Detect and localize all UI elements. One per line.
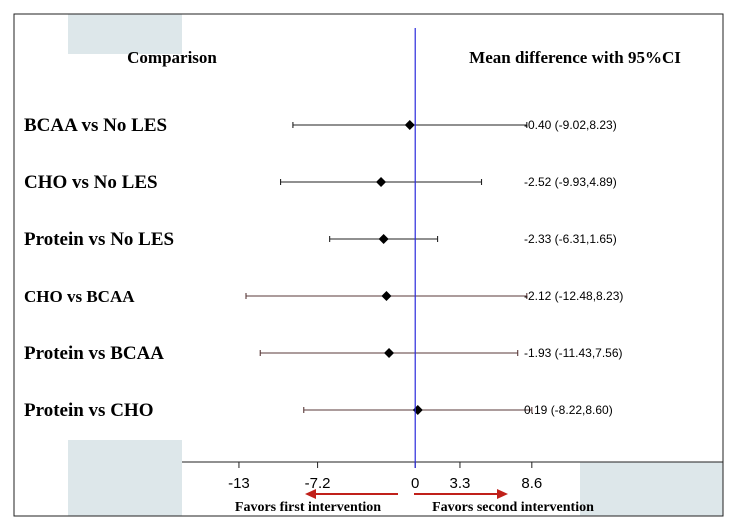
mean-marker	[404, 120, 415, 130]
header-comparison: Comparison	[127, 48, 217, 67]
row-estimate-text: -1.93 (-11.43,7.56)	[524, 346, 623, 360]
row-label: Protein vs BCAA	[24, 343, 164, 364]
row-estimate-text: -2.12 (-12.48,8.23)	[524, 289, 623, 303]
mean-marker	[376, 177, 387, 187]
row-estimate-text: 0.19 (-8.22,8.60)	[524, 403, 613, 417]
x-tick-label: 3.3	[450, 475, 471, 492]
favors-first-label: Favors first intervention	[235, 500, 381, 515]
row-label: Protein vs No LES	[24, 229, 174, 250]
x-axis-ticks: -13 -7.2 0 3.3 8.6	[228, 462, 542, 492]
forest-row: CHO vs No LES -2.52 (-9.93,4.89)	[24, 172, 617, 193]
background-panel-bottom-left	[68, 440, 182, 516]
favors-second-label: Favors second intervention	[432, 500, 594, 515]
plot-area	[182, 14, 723, 462]
mean-marker	[381, 291, 392, 301]
favors-second-arrowhead	[497, 489, 508, 499]
forest-row: Protein vs BCAA -1.93 (-11.43,7.56)	[24, 343, 623, 364]
row-label: Protein vs CHO	[24, 400, 153, 421]
forest-row: Protein vs CHO 0.19 (-8.22,8.60)	[24, 400, 613, 421]
background-panel-top-left	[68, 14, 182, 54]
header-mean-difference: Mean difference with 95%CI	[469, 48, 681, 67]
direction-annotation: Favors first intervention Favors second …	[235, 489, 594, 515]
row-estimate-text: -0.40 (-9.02,8.23)	[524, 118, 617, 132]
forest-row: BCAA vs No LES -0.40 (-9.02,8.23)	[24, 115, 617, 136]
forest-row: Protein vs No LES -2.33 (-6.31,1.65)	[24, 229, 617, 250]
forest-row: CHO vs BCAA -2.12 (-12.48,8.23)	[24, 287, 623, 306]
row-estimate-text: -2.33 (-6.31,1.65)	[524, 232, 617, 246]
x-tick-label: 0	[411, 475, 419, 492]
mean-marker	[384, 348, 395, 358]
x-tick-label: -7.2	[305, 475, 331, 492]
favors-first-arrowhead	[305, 489, 316, 499]
x-tick-label: -13	[228, 475, 250, 492]
mean-marker	[378, 234, 389, 244]
row-label: BCAA vs No LES	[24, 115, 167, 136]
x-tick-label: 8.6	[521, 475, 542, 492]
row-label: CHO vs BCAA	[24, 287, 135, 306]
row-label: CHO vs No LES	[24, 172, 158, 193]
row-estimate-text: -2.52 (-9.93,4.89)	[524, 175, 617, 189]
figure-frame	[13, 13, 724, 517]
forest-rows: BCAA vs No LES -0.40 (-9.02,8.23) CHO vs N…	[24, 115, 623, 421]
